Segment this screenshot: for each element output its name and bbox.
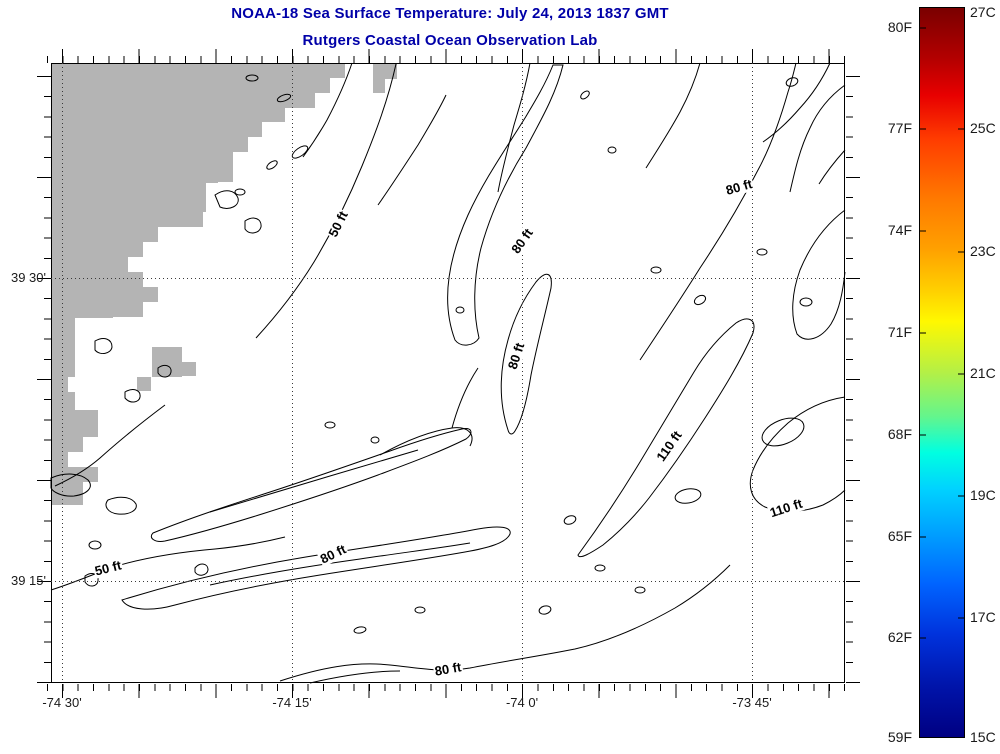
gridline-horizontal — [51, 278, 845, 279]
x-axis-top-major-ticks — [62, 49, 846, 63]
colorbar-ticks — [920, 27, 964, 639]
x-axis-label: -74 0' — [505, 695, 539, 710]
gridline-vertical — [752, 63, 753, 683]
colorbar-label-c: 15C — [970, 729, 996, 745]
x-axis-label: -74 15' — [272, 695, 312, 710]
x-axis-label: -74 30' — [42, 695, 82, 710]
colorbar-label-f: 77F — [887, 120, 912, 136]
gridline-vertical — [292, 63, 293, 683]
colorbar-label-f: 80F — [887, 19, 912, 35]
colorbar-label-c: 25C — [970, 120, 996, 136]
x-axis-label: -73 45' — [732, 695, 772, 710]
colorbar-label-f: 71F — [887, 324, 912, 340]
colorbar-label-f: 68F — [887, 426, 912, 442]
colorbar-gradient — [919, 7, 965, 738]
colorbar-label-f: 74F — [887, 222, 912, 238]
map-subtitle: Rutgers Coastal Ocean Observation Lab — [302, 32, 598, 49]
gridline-vertical — [62, 63, 63, 683]
y-axis-right-major-ticks — [846, 76, 860, 684]
gridline-vertical — [522, 63, 523, 683]
plot-frame — [51, 63, 845, 683]
bay-cutout — [206, 183, 282, 241]
land-mass — [51, 63, 397, 505]
y-axis-label: 39 30' — [10, 270, 46, 285]
map-title: NOAA-18 Sea Surface Temperature: July 24… — [231, 5, 669, 22]
colorbar-label-c: 21C — [970, 365, 996, 381]
colorbar-label-f: 65F — [887, 528, 912, 544]
colorbar-label-c: 27C — [970, 4, 996, 20]
x-axis-bottom-major-ticks — [62, 684, 846, 698]
y-axis-left-major-ticks — [37, 76, 51, 684]
colorbar-label-c: 17C — [970, 609, 996, 625]
gridline-horizontal — [51, 581, 845, 582]
colorbar-label-f: 62F — [887, 629, 912, 645]
colorbar-label-c: 23C — [970, 243, 996, 259]
colorbar-label-c: 19C — [970, 487, 996, 503]
colorbar-label-f: 59F — [887, 729, 912, 745]
y-axis-label: 39 15' — [10, 573, 46, 588]
